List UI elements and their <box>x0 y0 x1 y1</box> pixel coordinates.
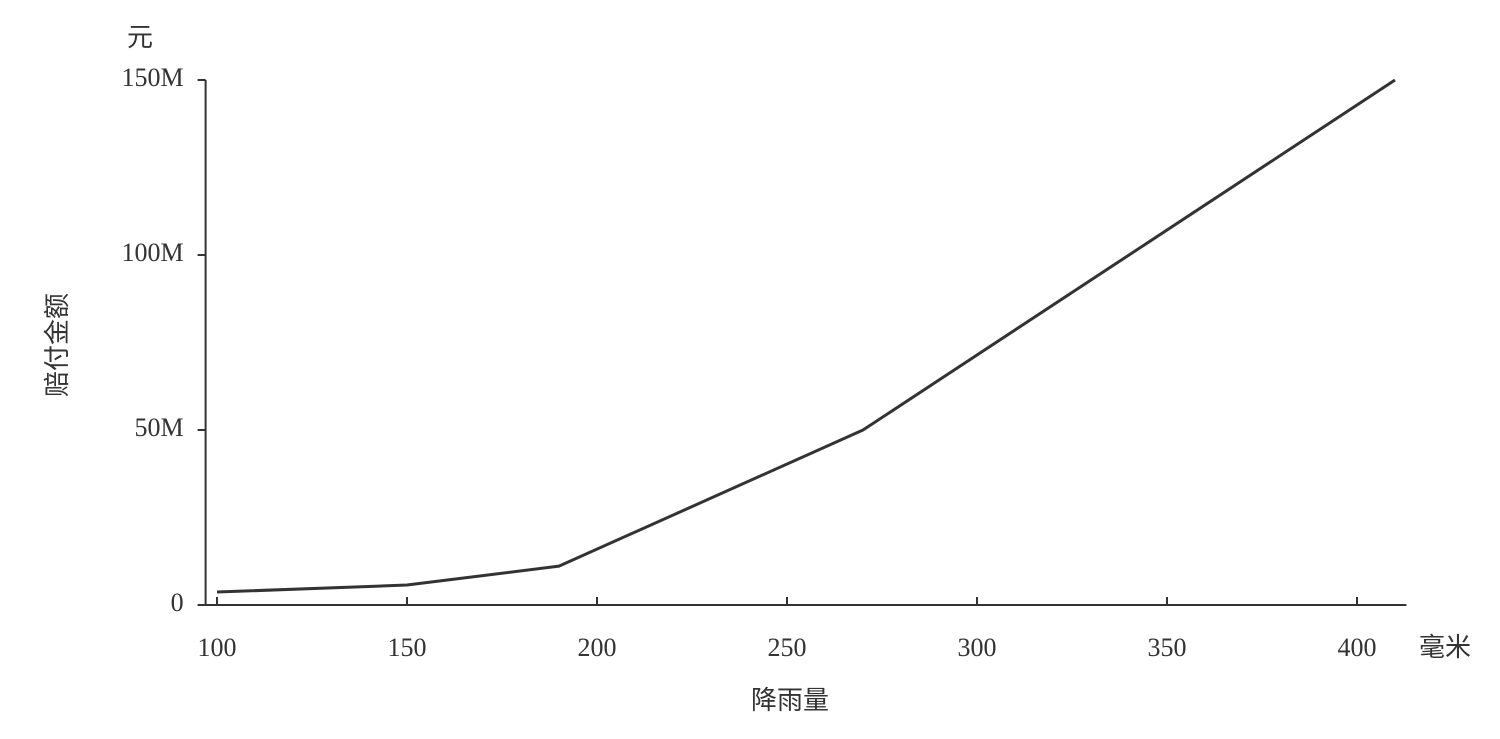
y-tick-label: 150M <box>121 63 183 92</box>
x-tick-label: 350 <box>1148 633 1187 662</box>
x-tick-label: 300 <box>958 633 997 662</box>
x-tick-label: 250 <box>768 633 807 662</box>
y-axis-label: 赔付金额 <box>43 293 72 397</box>
x-axis-label: 降雨量 <box>751 686 829 715</box>
line <box>216 78 1396 594</box>
y-tick-label: 100M <box>121 238 183 267</box>
y-tick-label: 50M <box>134 413 183 442</box>
x-tick-label: 150 <box>388 633 427 662</box>
x-unit: 毫米 <box>1419 633 1471 662</box>
y-tick-label: 0 <box>171 588 184 617</box>
y-unit: 元 <box>127 23 153 52</box>
x-tick-label: 400 <box>1338 633 1377 662</box>
x-tick-label: 200 <box>578 633 617 662</box>
x-tick-label: 100 <box>198 633 237 662</box>
